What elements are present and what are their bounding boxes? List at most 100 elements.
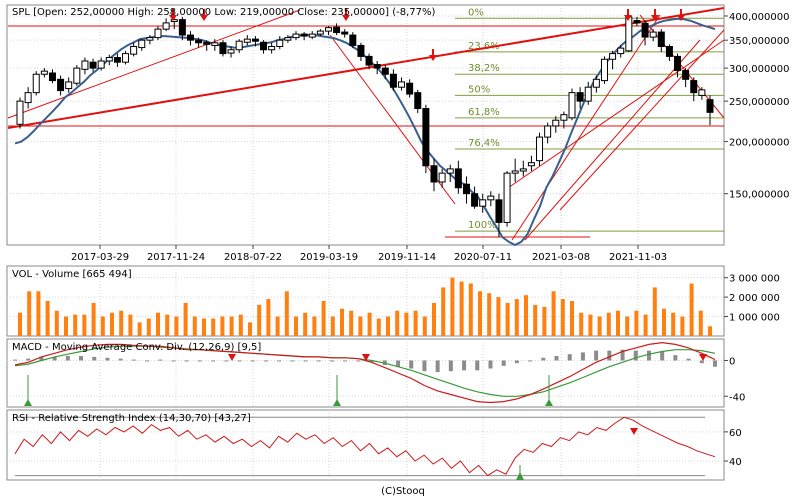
volume-bar (248, 322, 252, 336)
macd-lines (14, 341, 716, 404)
candle-body (495, 199, 503, 223)
volume-bar (275, 316, 280, 336)
macd-histogram-bar (660, 351, 665, 361)
volume-bar (294, 316, 298, 336)
macd-histogram-bar (673, 355, 678, 361)
rsi-y-ticks: 60 40 (724, 428, 742, 468)
candle-body (381, 67, 389, 75)
trend-line (524, 39, 701, 241)
candle-body (568, 92, 576, 119)
macd-histogram-bar (329, 360, 334, 362)
macd-histogram-bar (52, 356, 57, 361)
macd-histogram-bar (39, 356, 44, 361)
candle-body (625, 16, 633, 52)
candle-body (16, 100, 24, 125)
candle-body (479, 199, 487, 207)
candle-body (698, 89, 706, 96)
candle-body (503, 172, 511, 223)
candle-body (57, 78, 65, 92)
volume-bar (671, 312, 676, 336)
macd-histogram-bar (303, 360, 308, 362)
candle-body (284, 37, 292, 41)
volume-bar (174, 316, 179, 336)
candle-body (24, 92, 32, 104)
volume-bar (358, 316, 363, 336)
macd-histogram (13, 349, 717, 373)
macd-panel: MACD - Moving Average Conv. Div. (12,26,… (6, 338, 745, 408)
volume-bar (588, 314, 593, 336)
volume-bar (468, 283, 473, 336)
macd-histogram-bar (501, 360, 506, 366)
candle-body (487, 195, 495, 201)
macd-histogram-bar (580, 352, 585, 361)
macd-y-ticks: 0 -40 (724, 356, 745, 403)
volume-bar (689, 283, 694, 336)
price-title: SPL [Open: 252,00000 High: 258,00000 Low… (12, 7, 436, 18)
candle-body (398, 81, 406, 88)
volume-bar (330, 316, 335, 336)
rsi-panel-frame (6, 409, 725, 481)
volume-bar (404, 312, 409, 336)
volume-bar (312, 316, 317, 336)
candle-body (527, 162, 535, 167)
candle-body (227, 49, 235, 54)
candle-body (341, 31, 349, 35)
candle-body (365, 55, 373, 66)
price-x-tick-label: 2018-07-22 (224, 252, 282, 263)
volume-y-tick-label: 2 000 000 (729, 293, 780, 304)
trend-line (7, 7, 725, 129)
macd-histogram-bar (65, 356, 70, 361)
macd-histogram-bar (699, 360, 704, 364)
macd-histogram-bar (145, 360, 150, 362)
price-x-tick-label: 2017-03-29 (71, 252, 129, 263)
macd-histogram-bar (343, 360, 348, 362)
macd-histogram-bar (158, 359, 163, 361)
price-y-tick-label: 200,000000 (729, 138, 789, 149)
macd-histogram-bar (92, 356, 97, 361)
price-y-tick-label: 250,000000 (729, 97, 789, 108)
trend-line (7, 9, 301, 119)
macd-panel-frame (6, 338, 725, 408)
macd-histogram-bar (462, 360, 467, 371)
candle-body (154, 28, 162, 39)
candle-body (633, 20, 641, 24)
price-x-tick-label: 2021-03-08 (532, 252, 590, 263)
volume-bar (349, 310, 354, 336)
volume-bar (441, 287, 446, 336)
candle-body (560, 114, 568, 121)
macd-histogram-bar (594, 350, 599, 361)
volume-bar (496, 297, 501, 336)
macd-histogram-bar (567, 354, 572, 361)
signal-line (14, 345, 716, 397)
volume-bar (597, 316, 602, 336)
volume-bars (18, 277, 712, 336)
macd-histogram-bar (369, 360, 374, 363)
candle-body (89, 61, 97, 69)
volume-title: VOL - Volume [665 494] (12, 269, 132, 280)
price-y-tick-label: 400,000000 (729, 12, 789, 23)
volume-bar (432, 302, 436, 336)
rsi-y-tick-label: 60 (729, 428, 742, 439)
candle-body (674, 55, 682, 72)
price-y-tick-label: 350,000000 (729, 36, 789, 47)
macd-histogram-bar (633, 350, 638, 361)
macd-histogram-bar (686, 358, 691, 361)
candle-body (251, 38, 259, 42)
candle-body (73, 67, 81, 84)
candle-body (186, 34, 194, 41)
macd-buy-marker (24, 399, 32, 406)
macd-histogram-bar (475, 360, 480, 371)
volume-bar (698, 310, 703, 336)
candle-body (40, 70, 48, 75)
price-x-tick-label: 2020-07-11 (454, 252, 512, 263)
volume-bar (616, 310, 620, 336)
macd-histogram-bar (620, 349, 625, 361)
volume-bar (73, 314, 78, 336)
candle-body (138, 39, 146, 49)
candle-body (324, 27, 332, 32)
volume-bar (211, 318, 216, 336)
rsi-y-tick-label: 40 (729, 457, 742, 468)
rsi-buy-marker (516, 472, 524, 480)
candle-body (682, 70, 690, 80)
macd-histogram-bar (237, 360, 242, 362)
